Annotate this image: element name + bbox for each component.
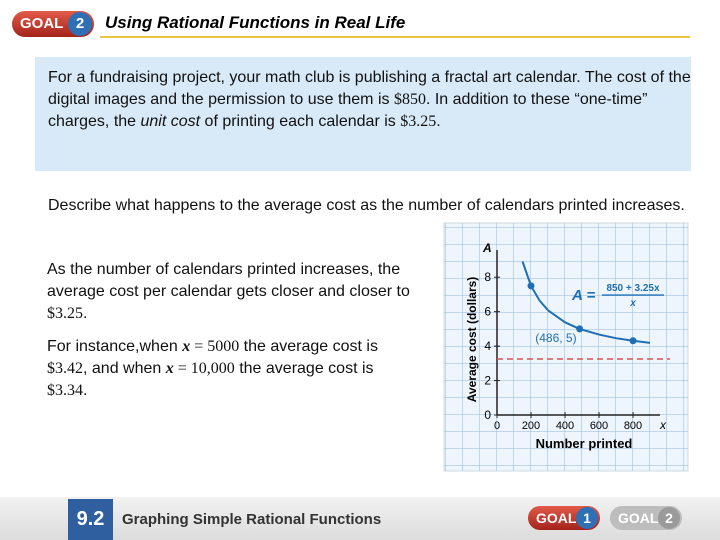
x-tick-label: 0 [494, 420, 500, 432]
equation-denominator: x [629, 298, 636, 309]
problem-value: $3.25 [400, 113, 437, 130]
x-tick-label: 600 [590, 420, 608, 432]
goal2-text: GOAL [618, 510, 659, 526]
point [527, 282, 535, 290]
footer-title: Graphing Simple Rational Functions [122, 511, 382, 528]
example-value: $3.34 [47, 382, 83, 399]
y-tick-label: 0 [484, 408, 491, 422]
example-text: . [83, 382, 88, 399]
example-text: the average cost is [239, 338, 378, 355]
answer: As the number of calendars printed incre… [47, 259, 422, 325]
goal2-button[interactable]: GOAL 2 [610, 506, 682, 530]
example-value: = 5000 [190, 338, 240, 355]
chart-grid [444, 223, 688, 471]
example-text: For instance,when [47, 338, 183, 355]
equation-lhs: A = [571, 287, 595, 304]
answer-value: $3.25 [47, 305, 83, 322]
x-axis-label: Number printed [536, 436, 633, 451]
problem-text: For a fundraising project, your math clu… [48, 69, 691, 108]
header-badge-text: GOAL [20, 15, 64, 32]
header-title: Using Rational Functions in Real Life [105, 13, 406, 32]
y-tick-label: 6 [484, 305, 491, 319]
problem-text: of printing each calendar is [200, 113, 401, 130]
curve [521, 261, 651, 344]
point [629, 337, 637, 345]
example-var: x [182, 338, 191, 355]
x-tick-label: 200 [522, 420, 540, 432]
y-axis-label: Average cost (dollars) [465, 277, 479, 403]
y-tick-label: 4 [484, 339, 491, 353]
example-var: x [165, 360, 174, 377]
header-rule [100, 36, 690, 38]
answer-text: . [83, 305, 88, 322]
equation-numerator: 850 + 3.25x [606, 283, 660, 294]
y-tick-label: 2 [484, 374, 491, 388]
question: Describe what happens to the average cos… [48, 197, 685, 214]
footer [0, 497, 720, 540]
annotation: (486, 5) [535, 331, 576, 345]
example-value: $3.42 [47, 360, 83, 377]
x-axis-var: x [659, 418, 667, 432]
example-text: , and when [83, 360, 166, 377]
example-text: the average cost is [234, 360, 374, 377]
footer-section: 9.2 [68, 499, 113, 540]
goal2-number: 2 [658, 507, 680, 529]
problem-value: $850 [393, 91, 426, 108]
x-tick-label: 800 [624, 420, 642, 432]
problem-emphasis: unit cost [140, 113, 201, 130]
goal1-button[interactable]: GOAL 1 [528, 506, 600, 530]
point [576, 325, 584, 333]
answer-text: As the number of calendars printed incre… [47, 261, 410, 300]
goal1-text: GOAL [536, 510, 577, 526]
problem-text: . [436, 113, 441, 130]
example: For instance,when x = 5000 the average c… [47, 336, 417, 402]
header-badge-number: 2 [68, 12, 92, 36]
y-tick-label: 8 [484, 270, 491, 284]
problem-box: For a fundraising project, your math clu… [35, 57, 691, 171]
example-value: = 10,000 [173, 360, 235, 377]
problem-text: . In addition to these “one-time” charge… [48, 91, 648, 130]
y-axis-var: A [482, 241, 492, 255]
x-tick-label: 400 [556, 420, 574, 432]
goal1-number: 1 [576, 507, 598, 529]
